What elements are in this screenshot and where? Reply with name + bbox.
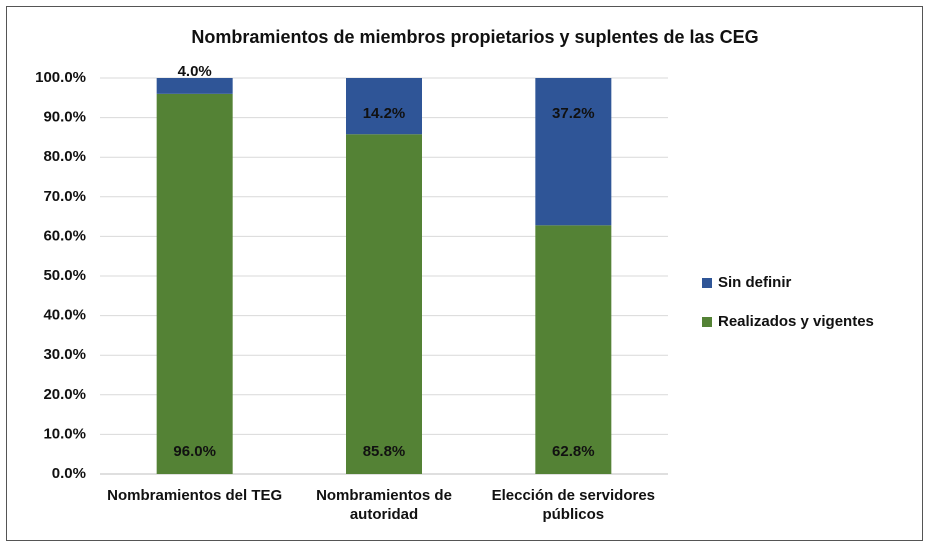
bar-segment — [156, 93, 233, 474]
y-tick-label: 40.0% — [43, 307, 86, 324]
chart-title: Nombramientos de miembros propietarios y… — [191, 27, 758, 47]
y-tick-label: 70.0% — [43, 188, 86, 205]
data-label: 62.8% — [552, 443, 595, 460]
legend-swatch — [702, 278, 712, 288]
data-label: 4.0% — [178, 63, 212, 80]
y-tick-label: 0.0% — [52, 465, 86, 482]
y-tick-label: 20.0% — [43, 386, 86, 403]
chart-border — [6, 6, 923, 541]
bar-segment — [346, 78, 422, 135]
legend-label: Realizados y vigentes — [718, 313, 874, 330]
data-label: 96.0% — [173, 443, 216, 460]
y-tick-label: 30.0% — [43, 346, 86, 363]
y-tick-label: 50.0% — [43, 267, 86, 284]
x-tick-label: Nombramientos de autoridad — [316, 487, 452, 523]
data-label: 85.8% — [363, 443, 406, 460]
bar-segment — [156, 78, 233, 94]
y-tick-label: 60.0% — [43, 227, 86, 244]
y-tick-label: 90.0% — [43, 109, 86, 126]
legend-swatch — [702, 317, 712, 327]
data-label: 14.2% — [363, 105, 406, 122]
y-tick-label: 80.0% — [43, 148, 86, 165]
data-label: 37.2% — [552, 105, 595, 122]
x-tick-label: Nombramientos del TEG — [107, 487, 283, 504]
bar-segment — [535, 78, 612, 226]
legend-label: Sin definir — [718, 274, 792, 291]
y-tick-label: 100.0% — [35, 69, 86, 86]
bar-segment — [535, 225, 612, 474]
y-tick-label: 10.0% — [43, 425, 86, 442]
bar-segment — [346, 134, 422, 474]
x-tick-label: Elección de servidores públicos — [491, 487, 656, 523]
